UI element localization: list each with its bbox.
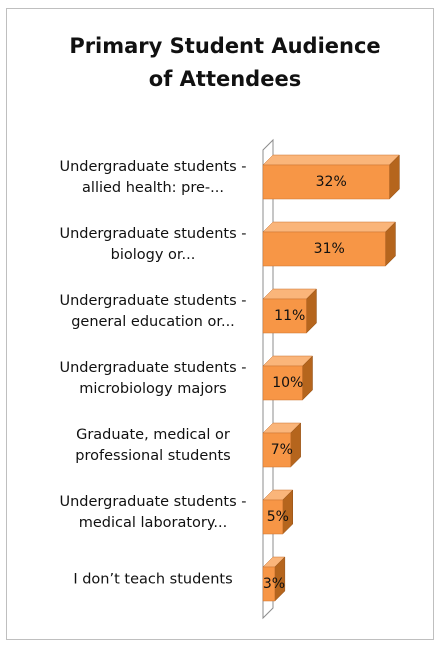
value-label: 31% <box>314 241 345 257</box>
value-label: 32% <box>316 174 347 190</box>
value-label: 3% <box>263 576 285 592</box>
value-label: 10% <box>272 375 303 391</box>
chart-frame <box>6 8 434 640</box>
bar <box>262 566 276 602</box>
value-label: 11% <box>274 308 305 324</box>
y-tick-label: Undergraduate students - medical laborat… <box>59 494 247 531</box>
y-tick-label: Undergraduate students - biology or... <box>59 226 247 263</box>
bar <box>262 231 386 267</box>
bar <box>262 432 291 468</box>
y-tick-label: Undergraduate students - allied health: … <box>59 159 247 196</box>
y-tick-label: Undergraduate students - general educati… <box>59 293 247 330</box>
bar <box>262 499 283 535</box>
value-label: 5% <box>267 509 289 525</box>
bar <box>262 298 307 334</box>
y-tick-label: Graduate, medical or professional studen… <box>75 427 231 464</box>
bar <box>262 164 390 200</box>
y-tick-label: I don’t teach students <box>73 571 233 588</box>
value-label: 7% <box>271 442 293 458</box>
bar-top <box>262 221 397 233</box>
y-tick-label: Undergraduate students - microbiology ma… <box>59 360 247 397</box>
chart-title: Primary Student Audience of Attendees <box>69 34 381 91</box>
bar-top <box>262 154 401 166</box>
bar <box>262 365 303 401</box>
